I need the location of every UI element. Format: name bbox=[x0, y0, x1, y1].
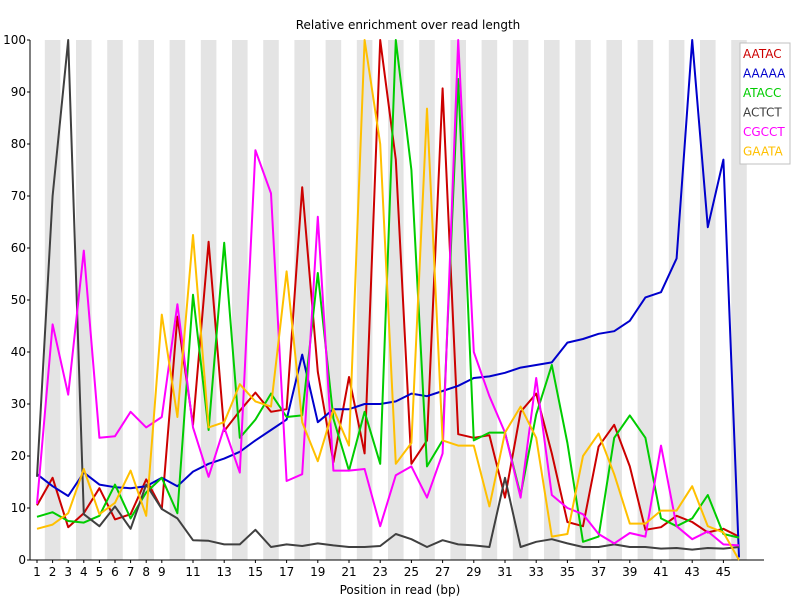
x-tick-label-17: 17 bbox=[279, 565, 294, 579]
legend-box bbox=[739, 42, 791, 165]
band-44 bbox=[700, 40, 716, 560]
legend: AATAC AAAAA ATACC ACTCT CGCCT GAATA bbox=[739, 42, 791, 165]
y-tick-label-30: 30 bbox=[11, 397, 26, 411]
y-tick-label-0: 0 bbox=[18, 553, 26, 567]
legend-entry-cgcct: CGCCT bbox=[743, 125, 785, 139]
x-tick-label-23: 23 bbox=[373, 565, 388, 579]
x-tick-label-8: 8 bbox=[142, 565, 150, 579]
y-tick-label-50: 50 bbox=[11, 293, 26, 307]
band-30 bbox=[481, 40, 498, 560]
series-gaata bbox=[36, 39, 740, 561]
series-aaaaa bbox=[36, 39, 740, 558]
legend-entry-aatac: AATAC bbox=[743, 47, 782, 61]
series-line-gaata bbox=[36, 39, 740, 561]
band-36 bbox=[575, 40, 591, 560]
band-14 bbox=[232, 40, 248, 560]
y-tick-label-80: 80 bbox=[11, 137, 26, 151]
x-tick-label-41: 41 bbox=[653, 565, 668, 579]
band-32 bbox=[512, 40, 529, 560]
y-tick-label-100: 100 bbox=[3, 33, 26, 47]
x-tick-label-1: 1 bbox=[33, 565, 41, 579]
band-16 bbox=[263, 40, 279, 560]
y-tick-label-40: 40 bbox=[11, 345, 26, 359]
x-axis-title: Position in read (bp) bbox=[340, 583, 461, 597]
series-lines bbox=[36, 39, 740, 561]
x-tick-label-45: 45 bbox=[716, 565, 731, 579]
y-ticks: 0 10 20 30 40 50 60 70 80 90 100 bbox=[3, 33, 30, 567]
x-tick-label-6: 6 bbox=[111, 565, 119, 579]
series-line-atacc bbox=[36, 39, 740, 543]
x-tick-label-9: 9 bbox=[158, 565, 166, 579]
x-tick-label-35: 35 bbox=[560, 565, 575, 579]
band-8 bbox=[138, 40, 154, 560]
x-tick-label-27: 27 bbox=[435, 565, 450, 579]
x-tick-label-15: 15 bbox=[248, 565, 263, 579]
x-tick-label-21: 21 bbox=[341, 565, 356, 579]
band-6 bbox=[107, 40, 123, 560]
x-tick-label-11: 11 bbox=[185, 565, 200, 579]
band-18 bbox=[294, 40, 310, 560]
x-tick-label-3: 3 bbox=[64, 565, 72, 579]
series-line-actct bbox=[36, 39, 740, 551]
x-tick-label-19: 19 bbox=[310, 565, 325, 579]
x-tick-label-13: 13 bbox=[217, 565, 232, 579]
x-ticks: 1 2 3 4 5 6 7 8 9 11 13 15 17 19 21 23 25 27 29 31 33 35 37 39 4… bbox=[33, 560, 731, 579]
x-tick-label-29: 29 bbox=[466, 565, 481, 579]
x-tick-label-39: 39 bbox=[622, 565, 637, 579]
band-2 bbox=[44, 40, 61, 560]
y-tick-label-10: 10 bbox=[11, 501, 26, 515]
legend-entry-actct: ACTCT bbox=[743, 106, 782, 120]
legend-entry-atacc: ATACC bbox=[743, 86, 781, 100]
legend-entry-gaata: GAATA bbox=[743, 145, 784, 159]
chart-title: Relative enrichment over read length bbox=[296, 18, 521, 32]
x-tick-label-33: 33 bbox=[529, 565, 544, 579]
y-tick-label-60: 60 bbox=[11, 241, 26, 255]
x-tick-label-2: 2 bbox=[49, 565, 57, 579]
band-42 bbox=[668, 40, 685, 560]
legend-entry-aaaaa: AAAAA bbox=[743, 67, 786, 81]
band-4 bbox=[76, 40, 92, 560]
y-tick-label-20: 20 bbox=[11, 449, 26, 463]
x-tick-label-25: 25 bbox=[404, 565, 419, 579]
x-tick-label-37: 37 bbox=[591, 565, 606, 579]
series-line-aatac bbox=[36, 39, 740, 538]
band-20 bbox=[325, 40, 342, 560]
band-34 bbox=[544, 40, 560, 560]
y-tick-label-70: 70 bbox=[11, 189, 26, 203]
background-bands bbox=[44, 40, 747, 560]
band-12 bbox=[200, 40, 217, 560]
series-actct bbox=[36, 39, 740, 551]
band-26 bbox=[419, 40, 435, 560]
band-10 bbox=[169, 40, 186, 560]
x-tick-label-31: 31 bbox=[497, 565, 512, 579]
x-tick-label-5: 5 bbox=[96, 565, 104, 579]
series-line-aaaaa bbox=[36, 39, 740, 558]
x-tick-label-43: 43 bbox=[685, 565, 700, 579]
band-40 bbox=[637, 40, 654, 560]
band-38 bbox=[606, 40, 622, 560]
x-tick-label-7: 7 bbox=[127, 565, 135, 579]
band-46 bbox=[731, 40, 747, 560]
x-tick-label-4: 4 bbox=[80, 565, 88, 579]
y-tick-label-90: 90 bbox=[11, 85, 26, 99]
